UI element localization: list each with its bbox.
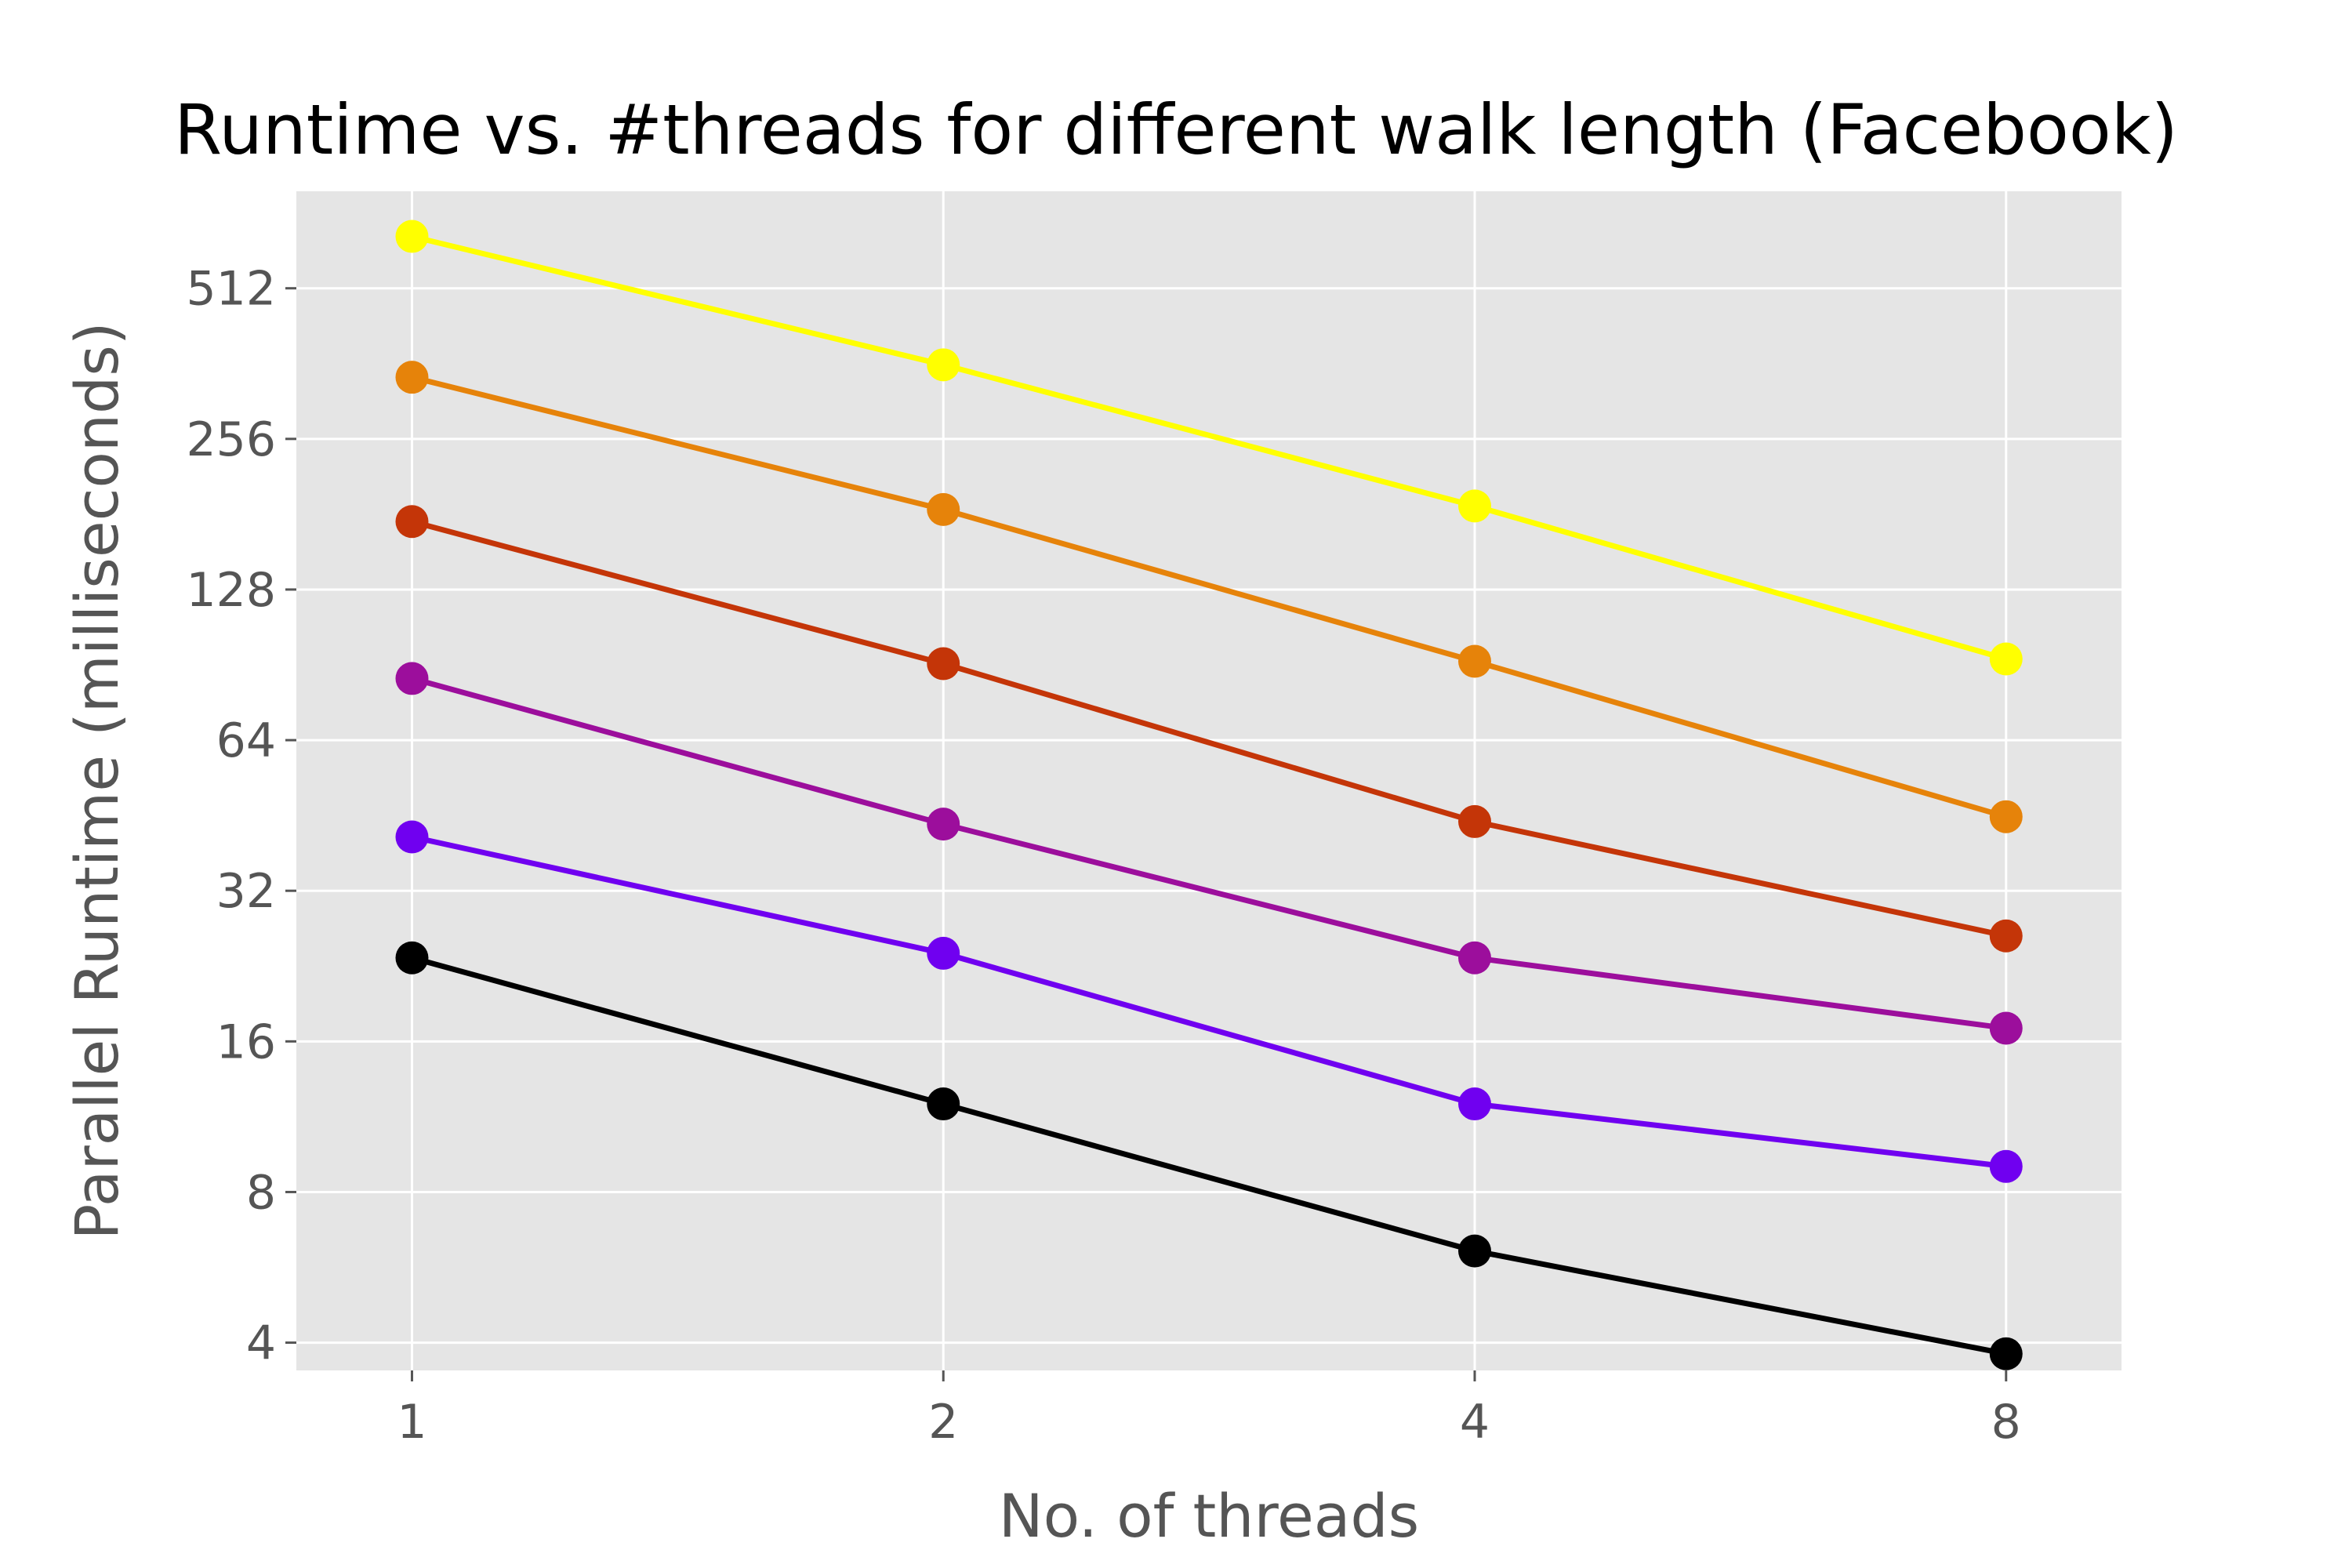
y-axis-label: Parallel Runtime (milliseconds) bbox=[62, 321, 132, 1240]
series-1 bbox=[395, 941, 2023, 1370]
series-6 bbox=[395, 220, 2023, 676]
y-tick-label: 16 bbox=[216, 1014, 276, 1069]
x-axis-label: No. of threads bbox=[999, 1481, 1419, 1551]
data-point bbox=[1458, 1234, 1492, 1268]
data-point bbox=[1458, 1087, 1492, 1121]
y-tick-label: 256 bbox=[186, 412, 276, 467]
data-point bbox=[395, 662, 429, 695]
series-line bbox=[411, 955, 2007, 1357]
y-tick-label: 512 bbox=[186, 262, 276, 317]
data-point bbox=[1989, 1149, 2023, 1183]
y-tick-label: 32 bbox=[216, 864, 276, 919]
y-tick-label: 8 bbox=[246, 1165, 276, 1220]
x-tick-label: 2 bbox=[928, 1395, 958, 1450]
data-point bbox=[395, 505, 429, 539]
data-point bbox=[1458, 804, 1492, 838]
series-line bbox=[411, 234, 2007, 662]
series-2 bbox=[395, 820, 2023, 1183]
series-line bbox=[411, 374, 2007, 820]
series-line bbox=[411, 518, 2007, 939]
axis-ticks: 1 2 4 8 4 8 16 32 64 128 256 512 bbox=[186, 262, 2020, 1450]
data-point bbox=[1989, 1337, 2023, 1370]
data-point bbox=[1989, 642, 2023, 676]
series-lines bbox=[395, 220, 2023, 1370]
y-tick-label: 128 bbox=[186, 563, 276, 618]
data-point bbox=[1458, 644, 1492, 678]
data-point bbox=[395, 361, 429, 394]
data-point bbox=[927, 808, 960, 841]
series-line bbox=[411, 676, 2007, 1031]
series-line bbox=[411, 834, 2007, 1170]
data-point bbox=[1989, 919, 2023, 953]
x-tick-label: 1 bbox=[397, 1395, 426, 1450]
data-point bbox=[1458, 941, 1492, 975]
series-3 bbox=[395, 662, 2023, 1045]
data-point bbox=[927, 1087, 960, 1121]
plot-area bbox=[296, 191, 2122, 1370]
x-tick-label: 8 bbox=[1991, 1395, 2021, 1450]
chart-title: Runtime vs. #threads for different walk … bbox=[174, 89, 2178, 170]
data-point bbox=[927, 936, 960, 970]
data-point bbox=[395, 941, 429, 975]
data-point bbox=[1989, 1011, 2023, 1045]
data-point bbox=[1458, 489, 1492, 523]
series-4 bbox=[395, 505, 2023, 953]
data-point bbox=[927, 492, 960, 526]
y-tick-label: 4 bbox=[246, 1316, 276, 1371]
series-5 bbox=[395, 361, 2023, 833]
data-point bbox=[395, 220, 429, 253]
data-point bbox=[927, 647, 960, 681]
y-tick-label: 64 bbox=[216, 713, 276, 768]
x-tick-label: 4 bbox=[1460, 1395, 1490, 1450]
data-point bbox=[395, 820, 429, 854]
data-point bbox=[1989, 800, 2023, 833]
data-point bbox=[927, 348, 960, 382]
